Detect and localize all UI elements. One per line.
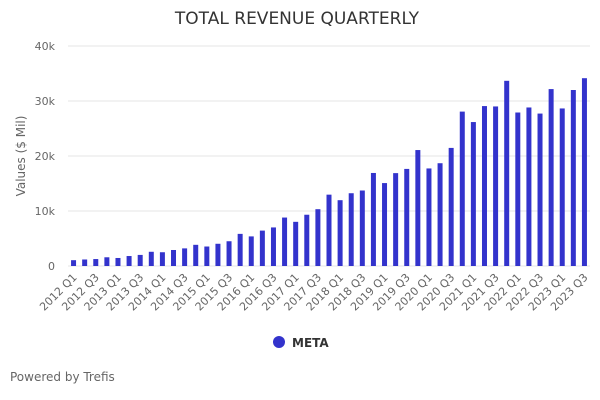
bar[interactable] — [404, 168, 410, 266]
legend-swatch-meta — [273, 336, 285, 348]
bar[interactable] — [148, 251, 154, 266]
bar[interactable] — [393, 173, 399, 266]
bar[interactable] — [204, 246, 210, 266]
bar[interactable] — [115, 257, 121, 266]
y-axis-title: Values ($ Mil) — [14, 116, 28, 197]
bar[interactable] — [237, 233, 243, 266]
bar[interactable] — [504, 80, 510, 266]
bar[interactable] — [282, 217, 288, 266]
bar[interactable] — [570, 90, 576, 267]
bar[interactable] — [370, 172, 376, 266]
y-tick-label: 10k — [35, 205, 56, 218]
bar[interactable] — [448, 147, 454, 266]
bar[interactable] — [559, 108, 565, 266]
bar[interactable] — [304, 214, 310, 266]
bar[interactable] — [248, 236, 254, 266]
bar[interactable] — [526, 107, 532, 266]
bar[interactable] — [137, 254, 143, 266]
bar[interactable] — [548, 89, 554, 266]
bar[interactable] — [459, 111, 465, 266]
y-tick-label: 40k — [35, 40, 56, 53]
bar[interactable] — [71, 260, 77, 266]
footer-credit: Powered by Trefis — [10, 370, 115, 384]
bar[interactable] — [126, 256, 132, 266]
bar[interactable] — [93, 259, 99, 266]
bar[interactable] — [193, 244, 199, 266]
y-tick-label: 30k — [35, 95, 56, 108]
bar[interactable] — [359, 190, 365, 266]
bar[interactable] — [348, 193, 354, 266]
bar[interactable] — [415, 150, 421, 266]
bar[interactable] — [226, 241, 232, 266]
y-tick-label: 0 — [48, 260, 55, 273]
bar[interactable] — [182, 248, 188, 266]
bar[interactable] — [293, 221, 299, 266]
bar[interactable] — [426, 168, 432, 266]
bar[interactable] — [493, 106, 499, 266]
bar[interactable] — [270, 227, 276, 266]
legend-label-meta: META — [292, 336, 329, 350]
bar[interactable] — [437, 163, 443, 266]
bars — [71, 78, 587, 267]
bar[interactable] — [82, 259, 88, 266]
chart-title: TOTAL REVENUE QUARTERLY — [174, 9, 420, 29]
bar[interactable] — [171, 249, 177, 266]
bar[interactable] — [537, 113, 543, 266]
bar[interactable] — [259, 230, 265, 266]
bar[interactable] — [481, 106, 487, 266]
bar[interactable] — [470, 122, 476, 266]
bar[interactable] — [382, 183, 388, 266]
y-tick-label: 20k — [35, 150, 56, 163]
bar[interactable] — [581, 78, 587, 267]
bar[interactable] — [215, 243, 221, 266]
legend[interactable]: META — [273, 336, 329, 350]
bar[interactable] — [515, 112, 521, 266]
bar[interactable] — [326, 194, 332, 266]
bar[interactable] — [104, 257, 110, 266]
bar[interactable] — [315, 209, 321, 266]
bar[interactable] — [337, 200, 343, 266]
gridlines — [68, 45, 590, 267]
y-axis-ticks: 0 10k 20k 30k 40k — [35, 40, 56, 273]
bar[interactable] — [159, 252, 165, 266]
